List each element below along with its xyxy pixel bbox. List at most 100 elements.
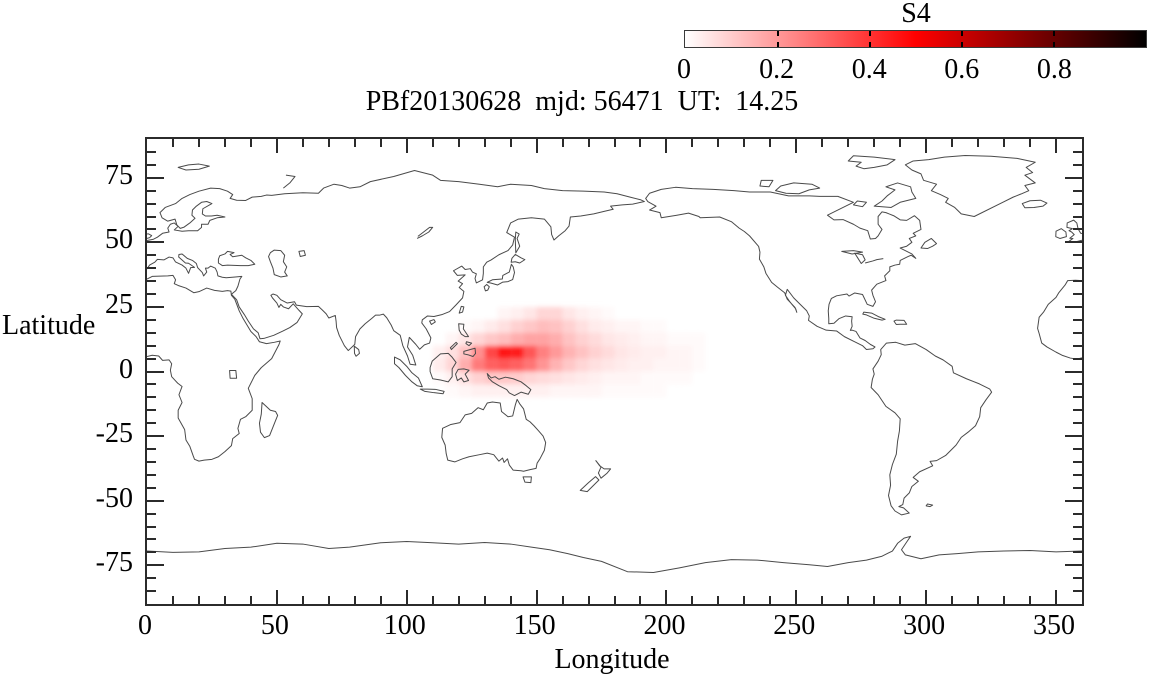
axis-tick <box>147 577 156 579</box>
axis-tick <box>198 139 200 147</box>
heatmap-cell <box>614 345 628 359</box>
coastline-path <box>178 164 209 170</box>
axis-tick <box>691 139 693 147</box>
heatmap-cell <box>549 384 563 398</box>
axis-tick <box>899 596 901 604</box>
axis-tick <box>1073 461 1082 463</box>
heatmap-cell <box>484 319 498 333</box>
axis-tick <box>562 139 564 147</box>
heatmap-cell <box>510 384 524 398</box>
axis-tick <box>147 461 156 463</box>
heatmap-cell <box>640 358 654 372</box>
heatmap-cell <box>614 384 628 398</box>
coastline-path <box>515 232 519 253</box>
axis-tick <box>1073 396 1082 398</box>
axis-tick <box>147 396 156 398</box>
axis-tick <box>147 513 156 515</box>
heatmap-cell <box>640 384 654 398</box>
axis-tick <box>925 139 927 153</box>
heatmap-cell <box>562 332 576 346</box>
axis-tick <box>484 139 486 147</box>
heatmap-cell <box>575 345 589 359</box>
axis-tick <box>821 596 823 604</box>
y-tick-label: 75 <box>105 159 133 191</box>
heatmap-cell <box>549 371 563 385</box>
axis-tick <box>1073 422 1082 424</box>
heatmap-cell <box>523 358 537 372</box>
heatmap-cell <box>458 358 472 372</box>
axis-tick <box>354 139 356 147</box>
colorbar-tick <box>1053 42 1055 47</box>
colorbar-tick <box>777 42 779 47</box>
plot-title: PBf20130628 mjd: 56471 UT: 14.25 <box>365 86 799 117</box>
heatmap-cell <box>575 306 589 320</box>
axis-tick <box>302 596 304 604</box>
axis-tick <box>147 500 164 502</box>
axis-tick <box>147 241 164 243</box>
coastline-path <box>842 251 863 254</box>
heatmap-cell <box>640 319 654 333</box>
axis-tick <box>691 596 693 604</box>
x-tick-label: 350 <box>1033 610 1076 641</box>
axis-tick <box>302 139 304 147</box>
colorbar-tick-label: 0.2 <box>759 54 795 85</box>
axis-tick <box>821 139 823 147</box>
colorbar-tick <box>777 31 779 36</box>
coastline-path <box>776 183 820 194</box>
axis-tick <box>484 596 486 604</box>
axis-tick <box>1055 139 1057 153</box>
axis-tick <box>769 596 771 604</box>
heatmap-cell <box>575 371 589 385</box>
axis-tick <box>1073 551 1082 553</box>
heatmap-cell <box>510 358 524 372</box>
heatmap-cell <box>471 371 485 385</box>
axis-tick <box>1073 474 1082 476</box>
x-tick-label: 100 <box>383 610 426 641</box>
axis-tick <box>1073 203 1082 205</box>
axis-tick <box>432 139 434 147</box>
axis-tick <box>614 596 616 604</box>
axis-tick <box>1065 564 1082 566</box>
axis-tick <box>510 139 512 147</box>
axis-tick <box>432 596 434 604</box>
heatmap-cell <box>562 319 576 333</box>
heatmap-cell <box>536 384 550 398</box>
heatmap-cell <box>640 371 654 385</box>
axis-tick <box>147 306 164 308</box>
axis-tick <box>717 596 719 604</box>
y-axis-label: Latitude <box>2 310 96 341</box>
axis-tick <box>1073 280 1082 282</box>
coastline-path <box>905 156 1035 217</box>
heatmap-cell <box>601 384 615 398</box>
heatmap-cell <box>627 319 641 333</box>
axis-tick <box>147 538 156 540</box>
heatmap-cell <box>458 345 472 359</box>
axis-tick <box>1073 254 1082 256</box>
heatmap-cell <box>497 384 511 398</box>
heatmap-cell <box>614 332 628 346</box>
axis-tick <box>250 139 252 147</box>
axis-tick <box>147 345 156 347</box>
heatmap-cell <box>614 319 628 333</box>
axis-tick <box>406 590 408 604</box>
axis-tick <box>1073 267 1082 269</box>
heatmap-cell <box>549 332 563 346</box>
axis-tick <box>147 319 156 321</box>
axis-tick <box>588 139 590 147</box>
axis-tick <box>147 254 156 256</box>
heatmap-cell <box>601 358 615 372</box>
axis-tick <box>458 596 460 604</box>
axis-tick <box>1073 513 1082 515</box>
axis-tick <box>977 596 979 604</box>
axis-tick <box>977 139 979 147</box>
axis-tick <box>147 164 156 166</box>
heatmap-cell <box>601 332 615 346</box>
axis-tick <box>147 487 156 489</box>
axis-tick <box>588 596 590 604</box>
coastline-path <box>1022 200 1047 207</box>
heatmap-cell <box>627 358 641 372</box>
axis-tick <box>147 151 156 153</box>
heatmap-cell <box>458 371 472 385</box>
axis-tick <box>147 216 156 218</box>
heatmap-cell <box>549 306 563 320</box>
